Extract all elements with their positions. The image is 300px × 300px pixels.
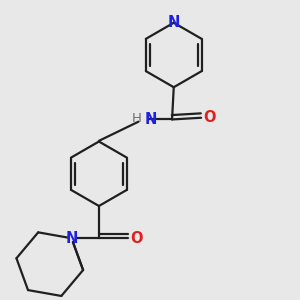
Text: H: H xyxy=(131,112,141,125)
Text: N: N xyxy=(168,15,180,30)
Text: N: N xyxy=(65,231,78,246)
Text: O: O xyxy=(203,110,216,125)
Text: N: N xyxy=(145,112,157,127)
Text: O: O xyxy=(130,231,143,246)
